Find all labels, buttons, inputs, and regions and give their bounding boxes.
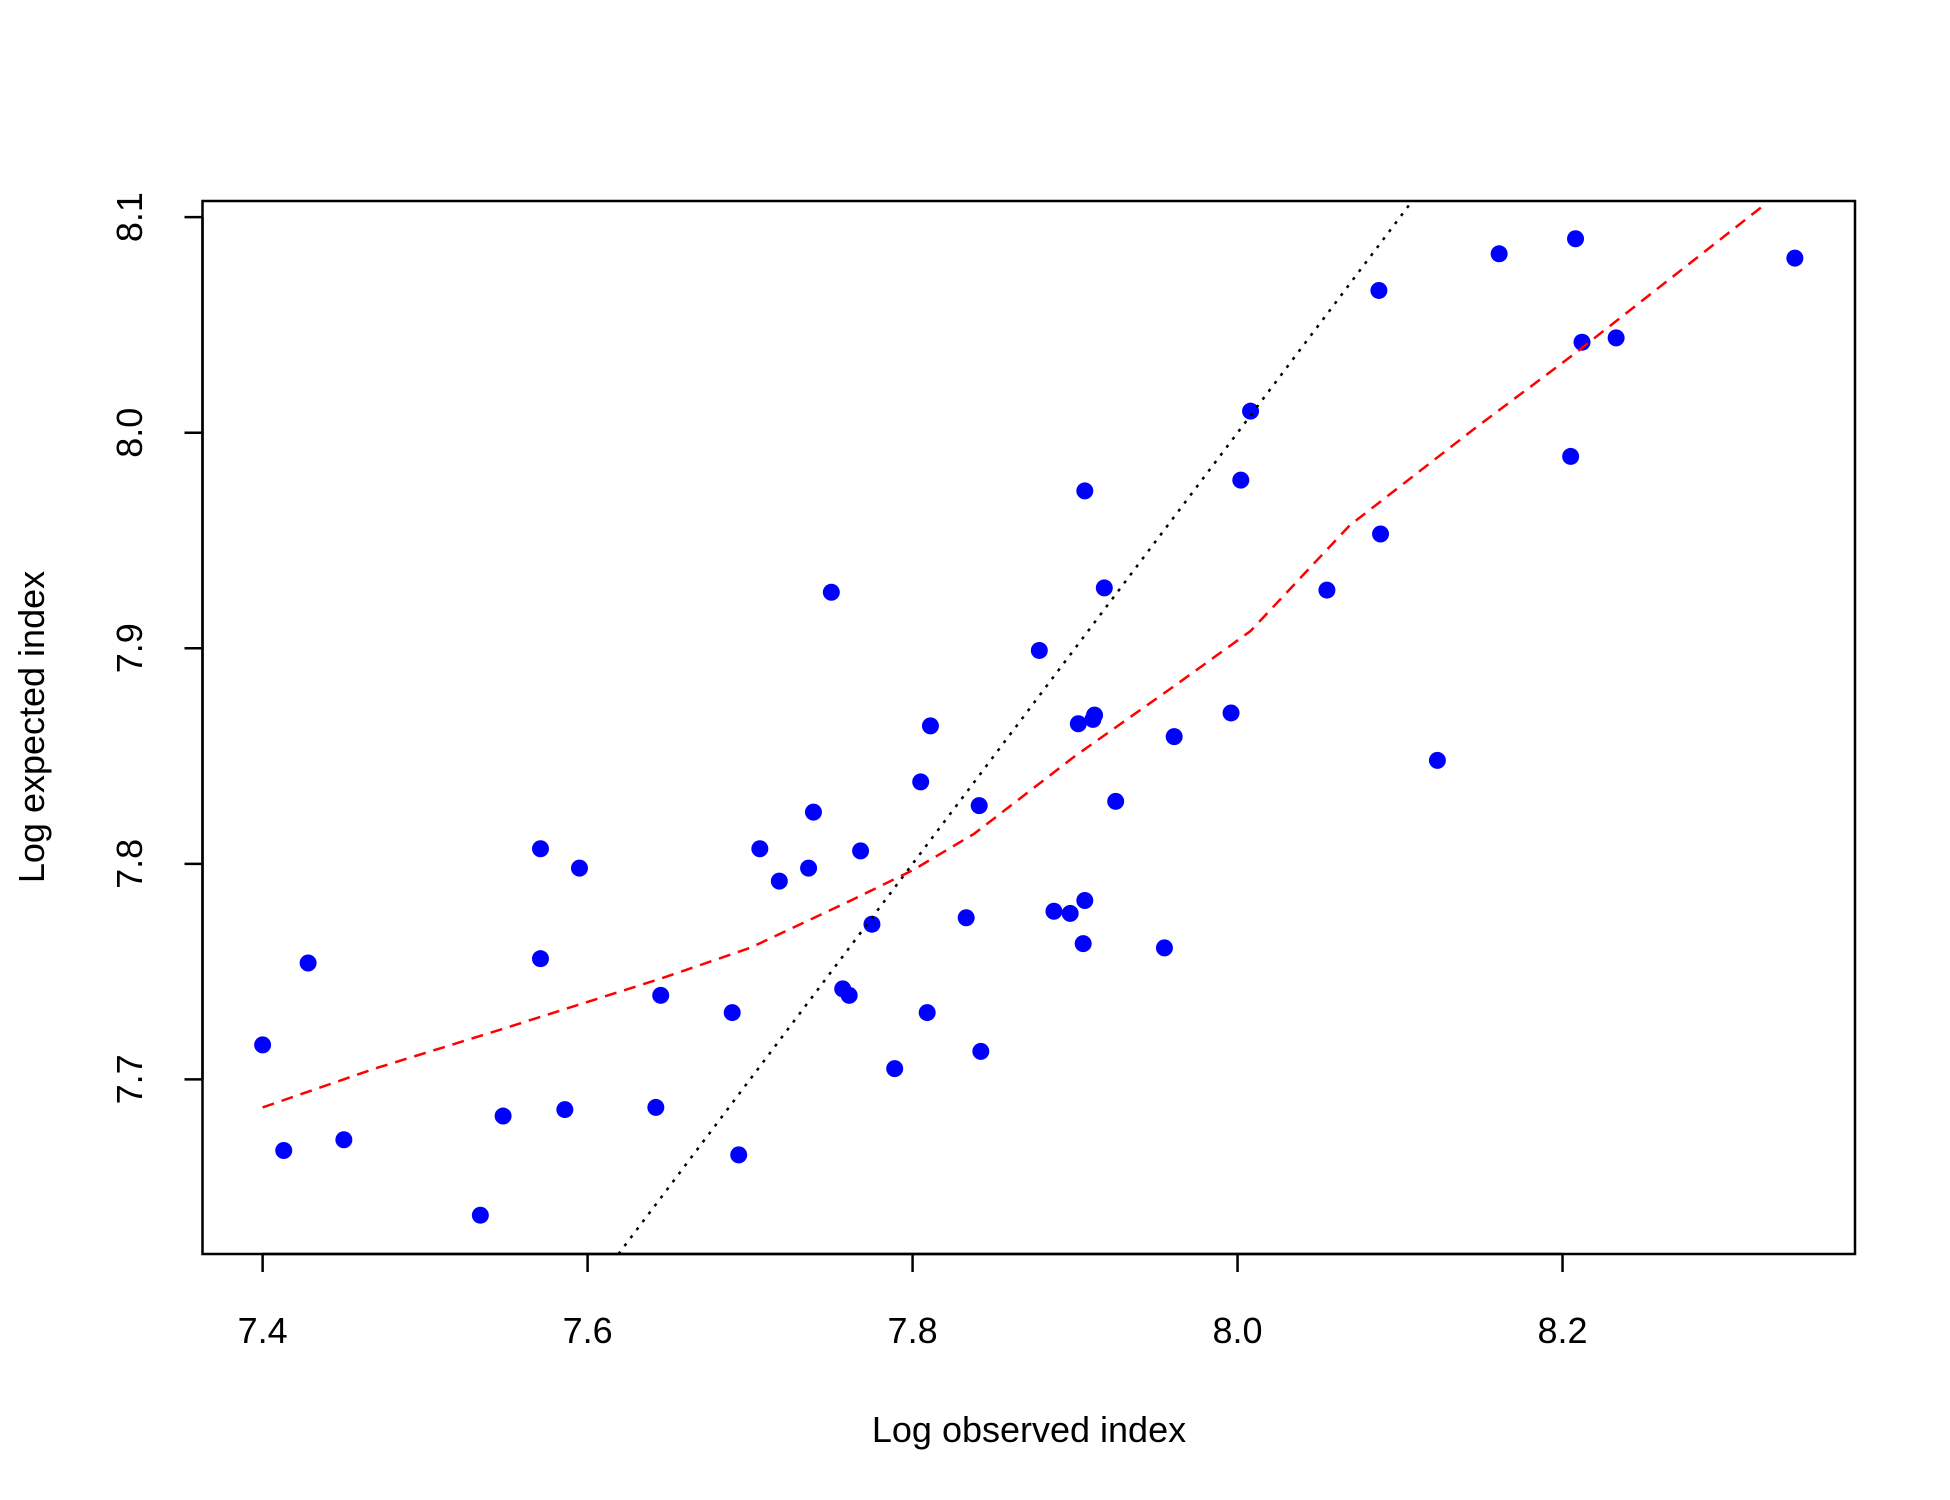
point	[1107, 792, 1125, 810]
point	[1562, 447, 1580, 465]
point	[886, 1060, 904, 1078]
y-tick-label: 8.0	[109, 408, 150, 458]
point	[1372, 525, 1390, 543]
point	[1155, 939, 1173, 957]
point	[970, 797, 988, 815]
point	[918, 1004, 936, 1022]
y-tick-label: 7.9	[109, 623, 150, 673]
x-axis-label: Log observed index	[872, 1409, 1186, 1450]
point	[471, 1206, 489, 1224]
point	[1573, 333, 1591, 351]
point	[1074, 935, 1092, 953]
point	[556, 1101, 574, 1119]
point	[912, 773, 930, 791]
point	[570, 859, 588, 877]
point	[822, 583, 840, 601]
plot-frame	[201, 199, 1857, 1256]
point	[531, 840, 549, 858]
point	[972, 1042, 990, 1060]
fit-line	[617, 201, 1414, 1254]
y-tick-label: 7.8	[109, 839, 150, 889]
y-tick-label: 7.7	[109, 1054, 150, 1104]
x-tick-label: 8.0	[1213, 1310, 1263, 1351]
point	[275, 1142, 293, 1160]
point	[1567, 230, 1585, 248]
point	[863, 915, 881, 933]
point	[1428, 751, 1446, 769]
point	[1242, 402, 1260, 420]
point	[770, 872, 788, 890]
point	[1318, 581, 1336, 599]
point	[1045, 902, 1063, 920]
x-tick-label: 8.2	[1537, 1310, 1587, 1351]
point	[1076, 891, 1094, 909]
point	[1095, 579, 1113, 597]
point	[1069, 715, 1087, 733]
point	[254, 1036, 272, 1054]
point	[299, 954, 317, 972]
point	[1222, 704, 1240, 722]
point	[852, 842, 870, 860]
x-tick-label: 7.6	[563, 1310, 613, 1351]
point	[1490, 245, 1508, 263]
point	[840, 986, 858, 1004]
point	[730, 1146, 748, 1164]
point	[1232, 471, 1250, 489]
point	[652, 986, 670, 1004]
point	[804, 803, 822, 821]
point	[531, 950, 549, 968]
point	[494, 1107, 512, 1125]
point	[1076, 482, 1094, 500]
point	[1786, 249, 1804, 267]
x-tick-label: 7.8	[888, 1310, 938, 1351]
x-tick-label: 7.4	[238, 1310, 288, 1351]
point	[1370, 281, 1388, 299]
point	[751, 840, 769, 858]
y-axis-label: Log expected index	[11, 571, 52, 883]
point	[800, 859, 818, 877]
point	[957, 909, 975, 927]
point	[1607, 329, 1625, 347]
point	[1030, 641, 1048, 659]
point	[647, 1098, 665, 1116]
point	[335, 1131, 353, 1149]
point	[723, 1004, 741, 1022]
y-tick-label: 8.1	[109, 192, 150, 242]
point	[1061, 904, 1079, 922]
fit-line	[262, 205, 1764, 1109]
point	[1086, 706, 1104, 724]
point	[921, 717, 939, 735]
point	[1165, 728, 1183, 746]
